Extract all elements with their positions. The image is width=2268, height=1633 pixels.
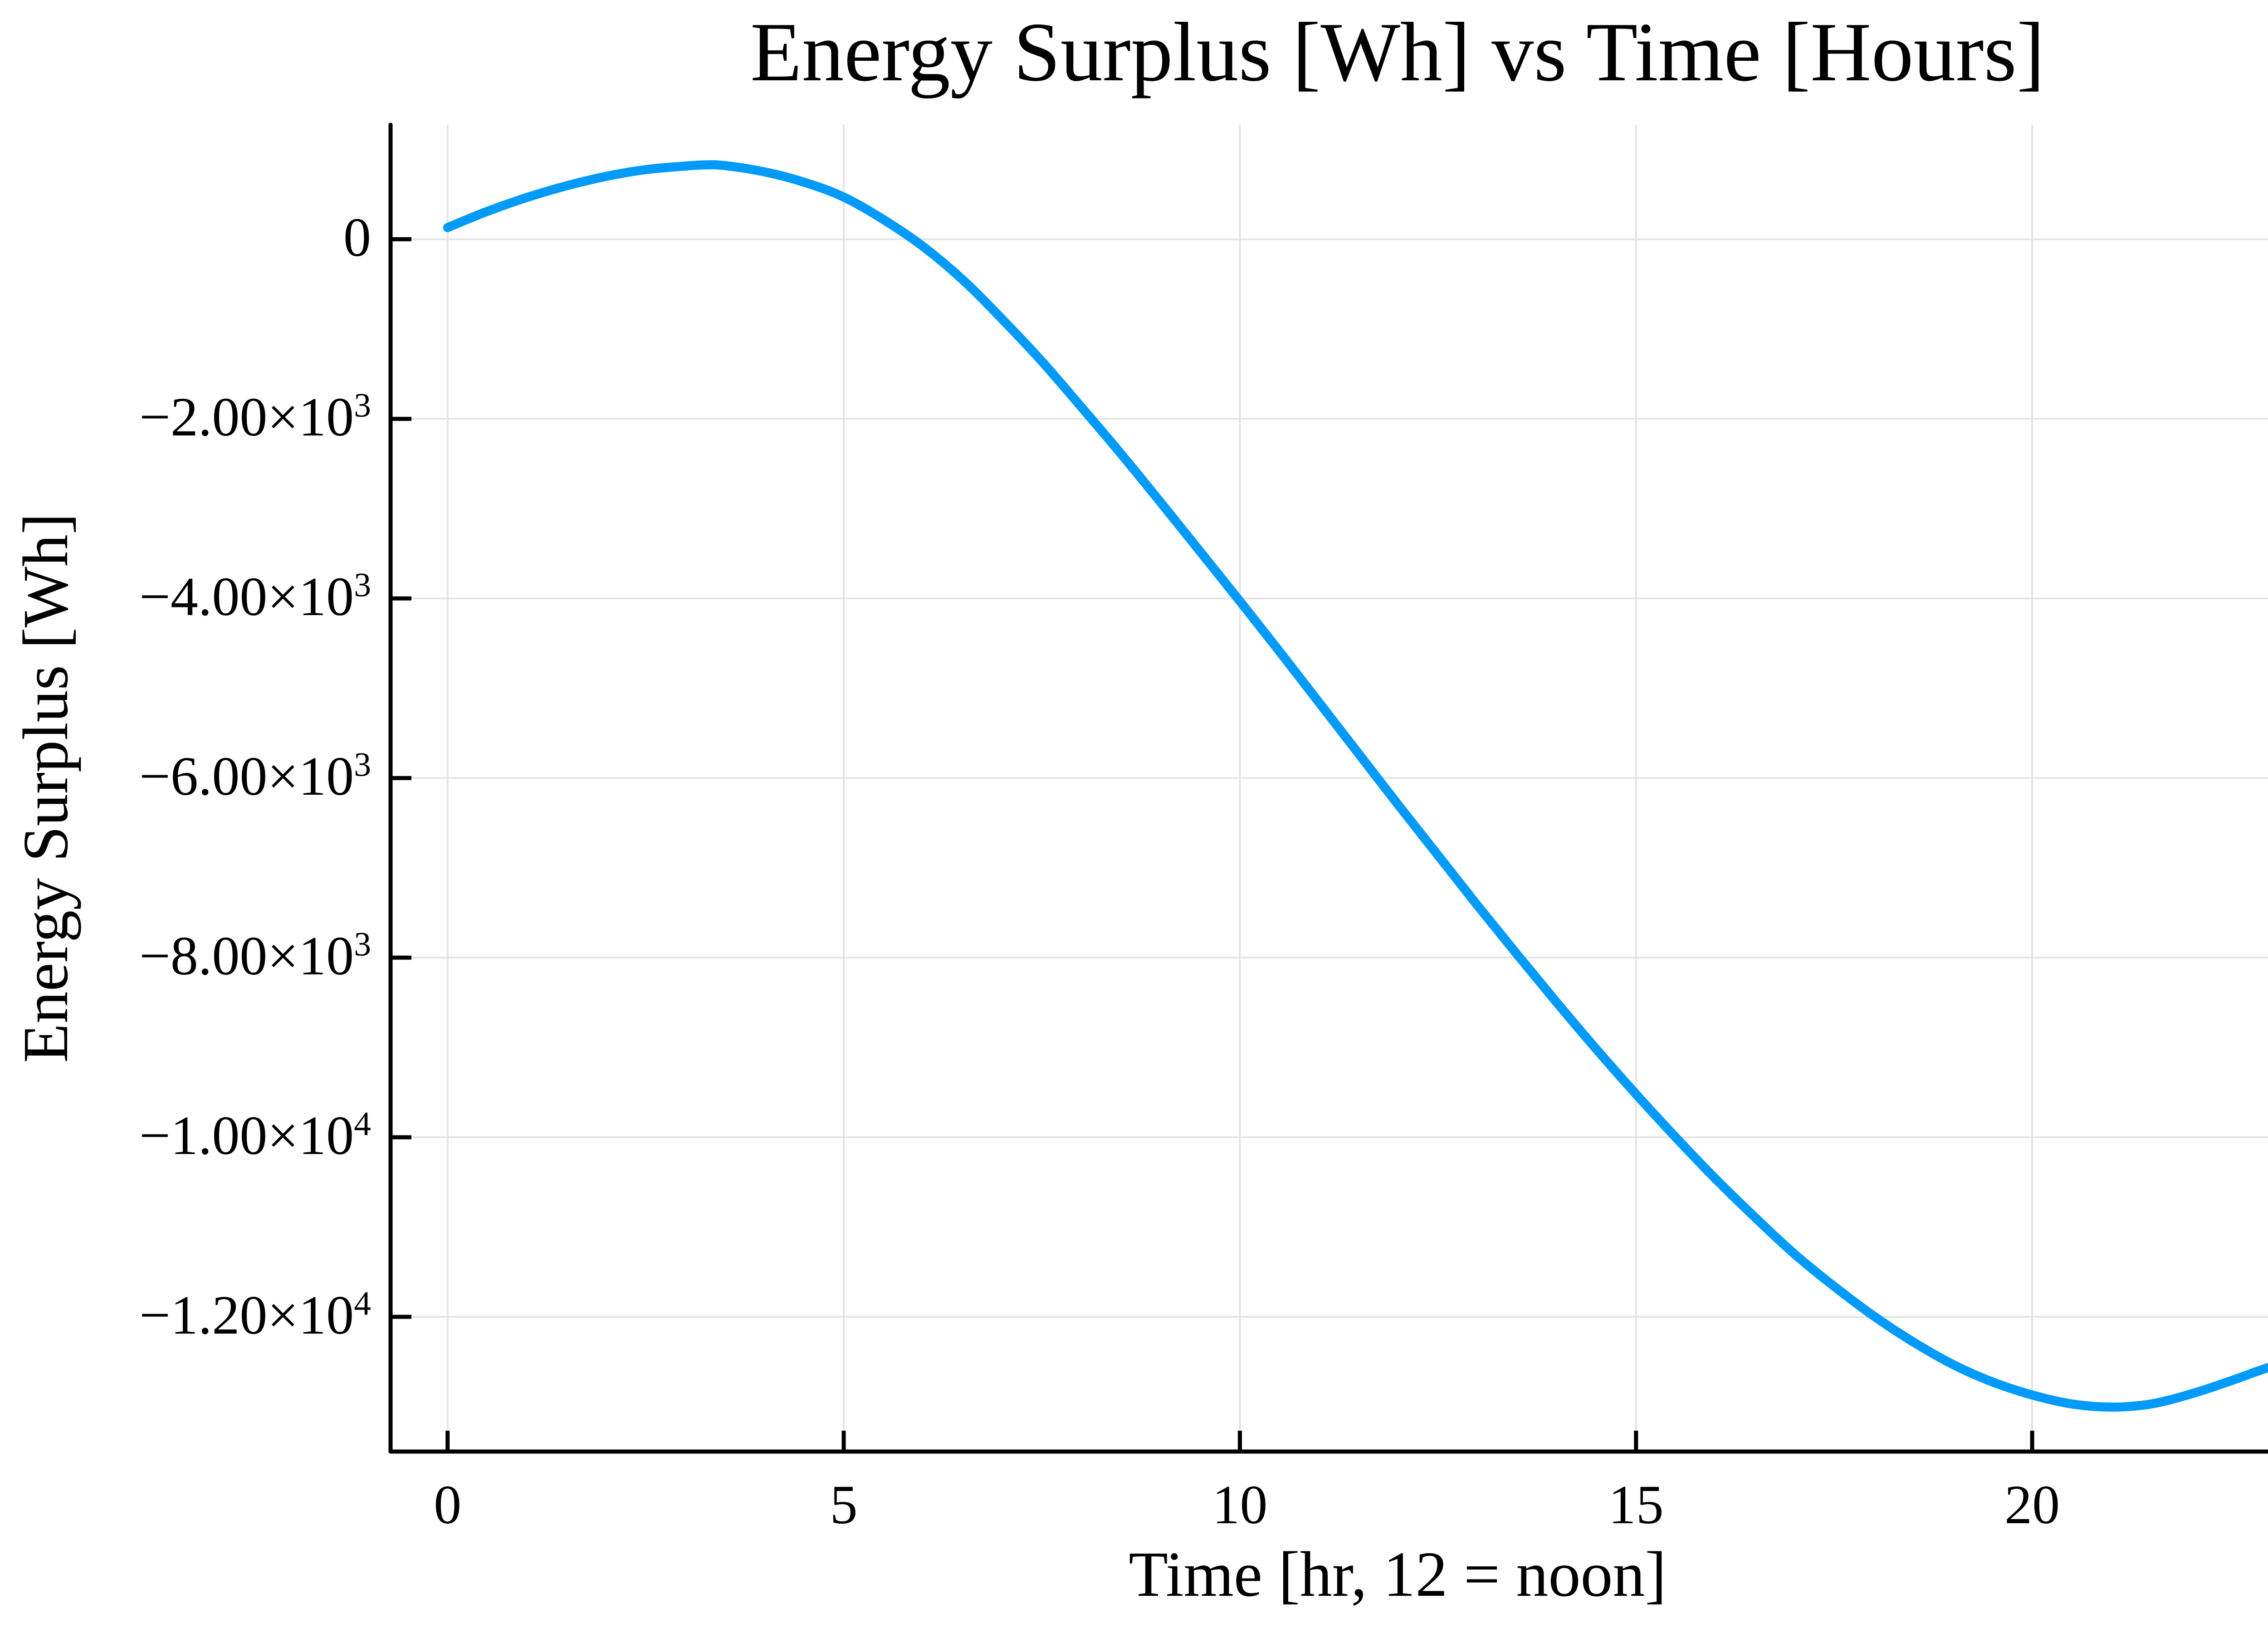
y-tick-label: −2.00×103 <box>139 386 371 448</box>
y-tick-label: 0 <box>343 207 371 269</box>
chart-title: Energy Surplus [Wh] vs Time [Hours] <box>750 5 2045 99</box>
y-tick-label: −1.20×104 <box>139 1285 371 1346</box>
x-tick-label: 20 <box>2004 1474 2060 1535</box>
y-tick-label: −1.00×104 <box>139 1105 371 1167</box>
x-tick-label: 5 <box>830 1474 858 1535</box>
x-tick-label: 15 <box>1608 1474 1664 1535</box>
series-line-energy-surplus <box>443 160 2268 1412</box>
y-tick-label: −4.00×103 <box>139 566 371 628</box>
y-axis-title: Energy Surplus [Wh] <box>10 513 81 1063</box>
x-axis-title: Time [hr, 12 = noon] <box>1129 1538 1667 1610</box>
x-tick-label: 0 <box>434 1474 462 1535</box>
y-tick-label: −6.00×103 <box>139 746 371 807</box>
y-tick-label: −8.00×103 <box>139 925 371 987</box>
x-tick-label: 10 <box>1212 1474 1268 1535</box>
